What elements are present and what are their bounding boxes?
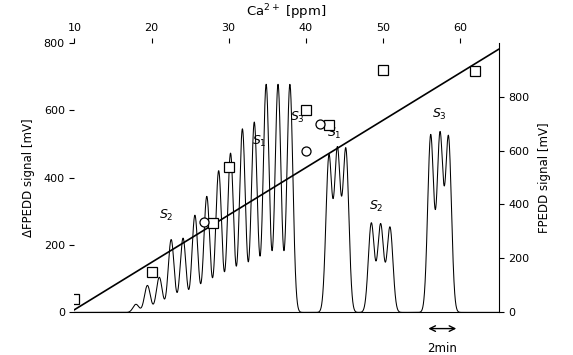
Text: $S_3$: $S_3$ — [432, 107, 447, 122]
Text: $S_2$: $S_2$ — [159, 208, 174, 223]
Y-axis label: ΔFPEDD signal [mV]: ΔFPEDD signal [mV] — [22, 118, 36, 237]
Text: $S_2$: $S_2$ — [369, 199, 384, 214]
Y-axis label: FPEDD signal [mV]: FPEDD signal [mV] — [537, 122, 551, 233]
X-axis label: Ca$^{2+}$ [ppm]: Ca$^{2+}$ [ppm] — [246, 2, 327, 22]
Text: $S_1$: $S_1$ — [327, 126, 342, 141]
Text: 2min: 2min — [427, 342, 457, 355]
Text: $S_1$: $S_1$ — [252, 133, 266, 148]
Text: $S_3$: $S_3$ — [291, 110, 305, 125]
